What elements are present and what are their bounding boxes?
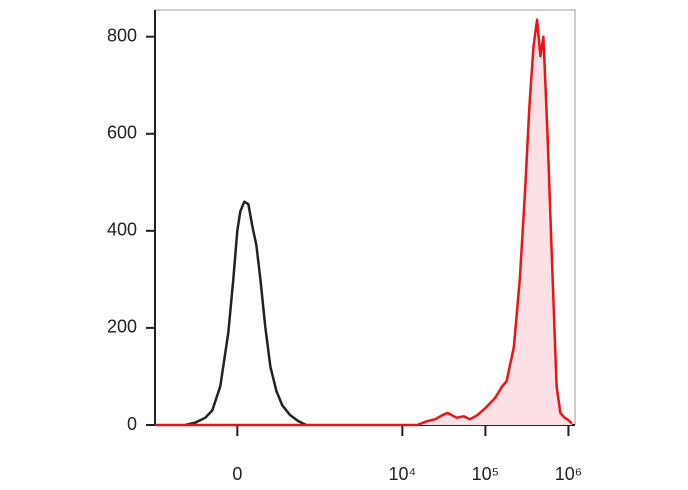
y-tick-label: 600 bbox=[107, 123, 137, 143]
y-tick-label: 800 bbox=[107, 25, 137, 45]
x-tick-label: 0 bbox=[232, 464, 242, 484]
x-tick-label: 10⁴ bbox=[388, 464, 416, 484]
x-tick-label: 10⁵ bbox=[472, 464, 499, 484]
histogram-line bbox=[185, 200, 307, 427]
y-tick-label: 400 bbox=[107, 220, 137, 240]
y-tick-label: 0 bbox=[127, 414, 137, 434]
x-tick-label: 10⁶ bbox=[555, 464, 582, 484]
area bbox=[155, 19, 572, 425]
histogram-line bbox=[155, 18, 573, 427]
y-tick-label: 200 bbox=[107, 317, 137, 337]
